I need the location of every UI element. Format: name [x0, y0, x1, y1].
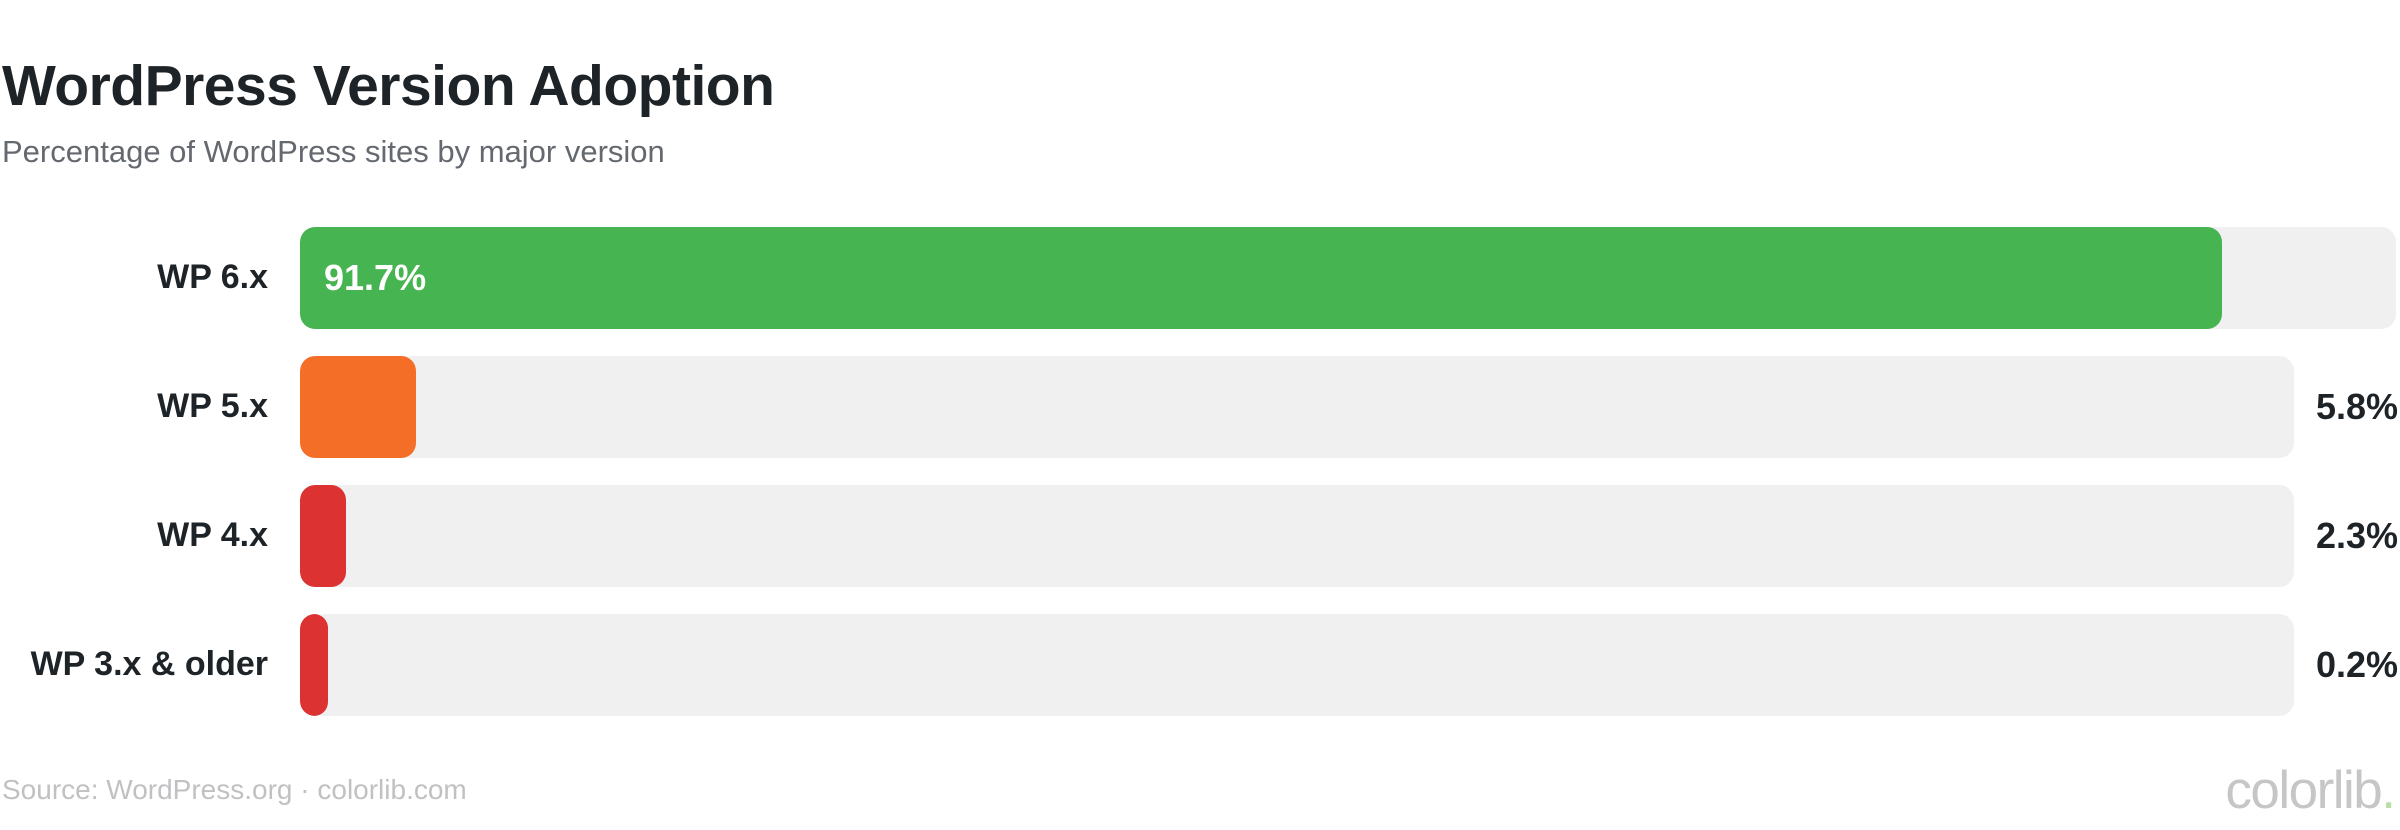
- value-label: 2.3%: [2316, 514, 2399, 556]
- colorlib-logo: colorlib.: [2225, 764, 2396, 817]
- chart-header: WordPress Version Adoption Percentage of…: [2, 52, 2396, 172]
- bar-chart: WP 6.x 91.7% WP 5.x 5.8% WP 4.x 2.3% WP 3.x & …: [2, 226, 2399, 716]
- source-note: Source: WordPress.org · colorlib.com: [2, 774, 467, 806]
- colorlib-logo-text: colorlib: [2225, 760, 2382, 820]
- colorlib-logo-dot: .: [2381, 760, 2396, 820]
- value-label: 5.8%: [2316, 385, 2399, 427]
- chart-row: WP 4.x 2.3%: [2, 484, 2399, 587]
- value-label-inside: 91.7%: [324, 256, 427, 298]
- bar: 91.7%: [300, 226, 2223, 329]
- chart-row: WP 6.x 91.7%: [2, 226, 2396, 329]
- bar-track: [300, 613, 2294, 716]
- chart-row: WP 3.x & older 0.2%: [2, 613, 2399, 716]
- value-label: 0.2%: [2316, 643, 2399, 685]
- category-label: WP 5.x: [157, 387, 268, 426]
- bar: [300, 613, 328, 716]
- category-label: WP 3.x & older: [30, 645, 268, 684]
- bar-track: 91.7%: [300, 226, 2396, 329]
- page-subtitle: Percentage of WordPress sites by major v…: [2, 133, 665, 169]
- bar-track: [300, 484, 2294, 587]
- chart-footer: Source: WordPress.org · colorlib.com col…: [2, 764, 2396, 817]
- page-title: WordPress Version Adoption: [2, 54, 775, 118]
- bar: [300, 484, 346, 587]
- bar: [300, 355, 416, 458]
- chart-row: WP 5.x 5.8%: [2, 355, 2399, 458]
- bar-track: [300, 355, 2294, 458]
- category-label: WP 4.x: [157, 516, 268, 555]
- category-label: WP 6.x: [157, 258, 268, 297]
